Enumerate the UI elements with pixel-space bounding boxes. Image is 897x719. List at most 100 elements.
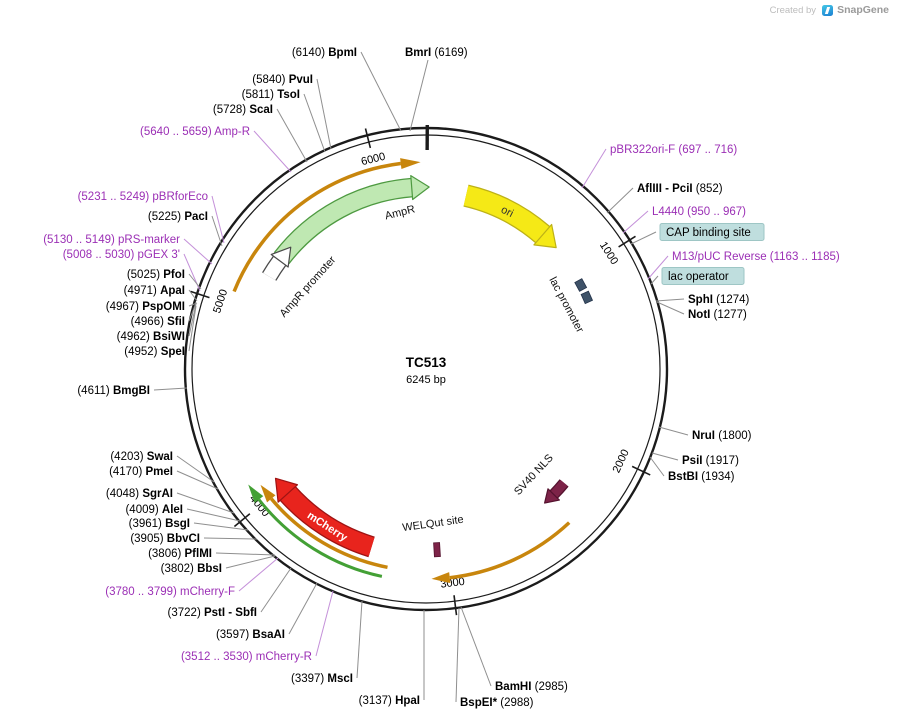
- site-label-BamHI[interactable]: BamHI (2985): [495, 681, 568, 693]
- svg-text:(4611) BmgBI: (4611) BmgBI: [77, 385, 150, 397]
- svg-text:AflIII - PciI (852): AflIII - PciI (852): [637, 183, 723, 195]
- site-label-SfiI[interactable]: (4966) SfiI: [131, 316, 185, 328]
- svg-text:(5025) PfoI: (5025) PfoI: [127, 269, 185, 281]
- svg-text:L4440 (950 .. 967): L4440 (950 .. 967): [652, 206, 746, 218]
- feature-arrows: AmpR AmpR promoter ori lac promoter SV40 NLS…: [232, 158, 594, 584]
- svg-text:(4048) SgrAI: (4048) SgrAI: [106, 488, 173, 500]
- feature-orf-arc-bottom-left[interactable]: [260, 484, 388, 570]
- site-label-BspEI-[interactable]: BspEI* (2988): [460, 697, 534, 709]
- site-label-NotI[interactable]: NotI (1277): [688, 309, 747, 321]
- svg-text:SphI (1274): SphI (1274): [688, 294, 750, 306]
- tick-label-1000: 1000: [597, 240, 620, 267]
- svg-text:(5640 .. 5659) Amp-R: (5640 .. 5659) Amp-R: [140, 126, 250, 138]
- watermark-created-by: Created by: [769, 4, 817, 16]
- site-label-pRS-marker[interactable]: (5130 .. 5149) pRS-marker: [43, 234, 180, 246]
- site-label-PfoI[interactable]: (5025) PfoI: [127, 269, 185, 281]
- site-label-PacI[interactable]: (5225) PacI: [148, 211, 208, 223]
- feature-ampr-promoter[interactable]: AmpR promoter: [262, 246, 339, 320]
- site-label-BmrI[interactable]: BmrI (6169): [405, 47, 468, 59]
- feature-orf-arc-top[interactable]: [232, 158, 421, 293]
- tick-6000: 6000: [360, 128, 387, 168]
- site-label-PmeI[interactable]: (4170) PmeI: [109, 466, 173, 478]
- svg-text:(3597) BsaAI: (3597) BsaAI: [216, 629, 285, 641]
- feature-green-arc-bottom-left[interactable]: [248, 484, 383, 578]
- site-label-pGEX-3-[interactable]: (5008 .. 5030) pGEX 3': [63, 249, 180, 261]
- svg-text:(5728) ScaI: (5728) ScaI: [213, 104, 273, 116]
- svg-text:(3905) BbvCI: (3905) BbvCI: [130, 533, 200, 545]
- svg-text:NruI (1800): NruI (1800): [692, 430, 752, 442]
- svg-text:(6140) BpmI: (6140) BpmI: [292, 47, 357, 59]
- svg-text:(3802) BbsI: (3802) BbsI: [161, 563, 222, 575]
- site-label-pBRforEco[interactable]: (5231 .. 5249) pBRforEco: [78, 191, 208, 203]
- svg-text:BamHI (2985): BamHI (2985): [495, 681, 568, 693]
- site-label-BbvCI[interactable]: (3905) BbvCI: [130, 533, 200, 545]
- svg-text:BstBI (1934): BstBI (1934): [668, 471, 735, 483]
- svg-text:(5231 .. 5249) pBRforEco: (5231 .. 5249) pBRforEco: [78, 191, 208, 203]
- feature-orf-arc-bottom-right[interactable]: [431, 521, 571, 584]
- feature-mcherry[interactable]: mCherry: [274, 477, 375, 558]
- site-label-lac-operator[interactable]: lac operator: [661, 267, 745, 285]
- site-label-PspOMI[interactable]: (4967) PspOMI: [106, 301, 185, 313]
- svg-text:(3722) PstI - SbfI: (3722) PstI - SbfI: [168, 607, 257, 619]
- svg-text:(5008 .. 5030) pGEX 3': (5008 .. 5030) pGEX 3': [63, 249, 180, 261]
- feature-welqut-site[interactable]: WELQut site: [402, 514, 465, 558]
- svg-text:pBR322ori-F (697 .. 716): pBR322ori-F (697 .. 716): [610, 144, 737, 156]
- site-label-SwaI[interactable]: (4203) SwaI: [110, 451, 173, 463]
- feature-label-ori: ori: [499, 204, 515, 220]
- site-label-BstBI[interactable]: BstBI (1934): [668, 471, 735, 483]
- site-label-BbsI[interactable]: (3802) BbsI: [161, 563, 222, 575]
- feature-sv40-nls[interactable]: SV40 NLS: [512, 452, 569, 504]
- tick-label-6000: 6000: [360, 151, 387, 169]
- site-label-AflIII-PciI[interactable]: AflIII - PciI (852): [637, 183, 723, 195]
- svg-text:(3512 .. 3530) mCherry-R: (3512 .. 3530) mCherry-R: [181, 651, 312, 663]
- site-label-AleI[interactable]: (4009) AleI: [125, 504, 183, 516]
- site-label-M13-pUC-Reverse[interactable]: M13/pUC Reverse (1163 .. 1185): [672, 251, 840, 263]
- site-label-mCherry-F[interactable]: (3780 .. 3799) mCherry-F: [105, 586, 235, 598]
- svg-text:(4962) BsiWI: (4962) BsiWI: [117, 331, 185, 343]
- feature-ampr[interactable]: AmpR: [273, 174, 430, 265]
- site-label-ScaI[interactable]: (5728) ScaI: [213, 104, 273, 116]
- svg-text:(3397) MscI: (3397) MscI: [291, 673, 353, 685]
- svg-text:NotI (1277): NotI (1277): [688, 309, 747, 321]
- site-label-BsiWI[interactable]: (4962) BsiWI: [117, 331, 185, 343]
- site-label-MscI[interactable]: (3397) MscI: [291, 673, 353, 685]
- svg-text:(4952) SpeI: (4952) SpeI: [124, 346, 185, 358]
- site-label-pBR322ori-F[interactable]: pBR322ori-F (697 .. 716): [610, 144, 737, 156]
- site-label-mCherry-R[interactable]: (3512 .. 3530) mCherry-R: [181, 651, 312, 663]
- plasmid-name: TC513: [406, 355, 447, 370]
- site-label-PsiI[interactable]: PsiI (1917): [682, 455, 739, 467]
- svg-text:lac operator: lac operator: [668, 271, 729, 283]
- watermark-brand: SnapGene: [837, 4, 889, 16]
- site-label-PvuI[interactable]: (5840) PvuI: [252, 74, 313, 86]
- svg-text:BmrI (6169): BmrI (6169): [405, 47, 468, 59]
- site-label-PstI-SbfI[interactable]: (3722) PstI - SbfI: [168, 607, 257, 619]
- site-label-TsoI[interactable]: (5811) TsoI: [242, 89, 300, 101]
- site-label-SpeI[interactable]: (4952) SpeI: [124, 346, 185, 358]
- site-label-BmgBI[interactable]: (4611) BmgBI: [77, 385, 150, 397]
- plasmid-size: 6245 bp: [406, 374, 446, 386]
- snapgene-watermark: Created by SnapGene: [770, 4, 889, 16]
- svg-text:M13/pUC Reverse (1163 .. 1185): M13/pUC Reverse (1163 .. 1185): [672, 251, 840, 263]
- site-label-CAP-binding-site[interactable]: CAP binding site: [659, 223, 765, 241]
- site-label-BsaAI[interactable]: (3597) BsaAI: [216, 629, 285, 641]
- site-label-L4440[interactable]: L4440 (950 .. 967): [652, 206, 746, 218]
- svg-text:BspEI* (2988): BspEI* (2988): [460, 697, 534, 709]
- site-label-Amp-R[interactable]: (5640 .. 5659) Amp-R: [140, 126, 250, 138]
- site-label-NruI[interactable]: NruI (1800): [692, 430, 752, 442]
- site-labels: (6140) BpmI BmrI (6169) (5840) PvuI (5811) …: [43, 47, 840, 709]
- site-label-BpmI[interactable]: (6140) BpmI: [292, 47, 357, 59]
- site-label-SgrAI[interactable]: (4048) SgrAI: [106, 488, 173, 500]
- leader-lines: [153, 51, 689, 703]
- site-label-HpaI[interactable]: (3137) HpaI: [359, 695, 420, 707]
- site-label-PflMI[interactable]: (3806) PflMI: [148, 548, 212, 560]
- feature-lac-promoter[interactable]: lac promoter: [546, 275, 594, 335]
- site-label-ApaI[interactable]: (4971) ApaI: [124, 285, 185, 297]
- feature-ori[interactable]: ori: [463, 184, 557, 249]
- snapgene-logo-icon: [822, 4, 834, 16]
- tick-label-2000: 2000: [611, 448, 632, 475]
- site-label-SphI[interactable]: SphI (1274): [688, 294, 750, 306]
- svg-text:(4203) SwaI: (4203) SwaI: [110, 451, 173, 463]
- site-label-BsgI[interactable]: (3961) BsgI: [129, 518, 190, 530]
- svg-text:(3137) HpaI: (3137) HpaI: [359, 695, 420, 707]
